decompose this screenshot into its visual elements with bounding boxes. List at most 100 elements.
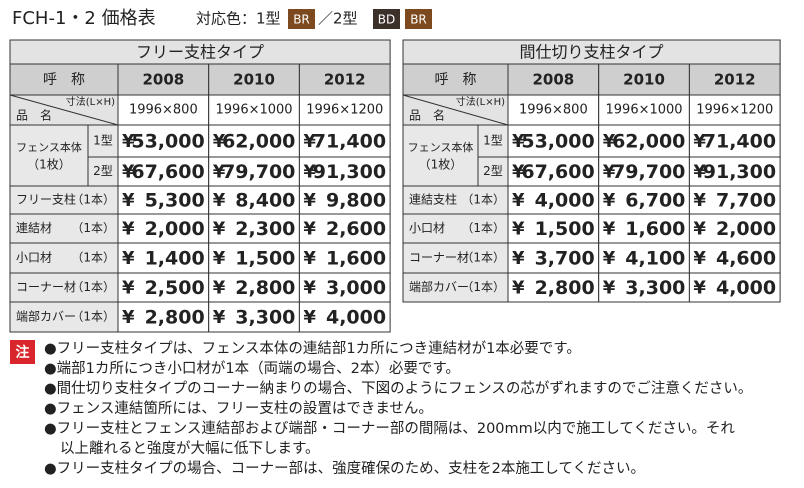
price: 1,500 xyxy=(235,248,295,270)
currency: ¥ xyxy=(122,219,135,240)
cell xyxy=(402,124,479,187)
currency: ¥ xyxy=(512,190,525,211)
qty: （1本） xyxy=(461,251,505,265)
note: ●間仕切り支柱タイプのコーナー納まりの場合、下図のようにフェンスの芯がずれますの… xyxy=(44,379,752,397)
price: 2,300 xyxy=(235,218,295,240)
item: 小口材 xyxy=(16,251,52,265)
name-label: 品 名 xyxy=(409,108,445,123)
currency: ¥ xyxy=(603,190,616,211)
price: 91,300 xyxy=(703,161,776,183)
price: 5,300 xyxy=(145,190,205,212)
price: 4,100 xyxy=(625,248,685,270)
body-label: フェンス本体 xyxy=(16,140,82,154)
item: 小口材 xyxy=(409,221,445,235)
price: 91,300 xyxy=(313,161,386,183)
price: 53,000 xyxy=(521,131,594,153)
cell xyxy=(117,301,210,333)
price: 9,800 xyxy=(326,190,386,212)
price: 79,700 xyxy=(612,161,685,183)
cell xyxy=(598,242,690,274)
currency: ¥ xyxy=(693,278,706,299)
qty: （1本） xyxy=(71,193,115,207)
item: コーナー材 xyxy=(16,280,76,294)
price: 2,800 xyxy=(235,277,295,299)
cell xyxy=(298,272,391,303)
currency: ¥ xyxy=(303,219,316,240)
cell xyxy=(402,272,509,303)
cell xyxy=(208,185,300,215)
currency: ¥ xyxy=(603,131,616,152)
type: 2型 xyxy=(483,164,503,178)
item: 連結支柱 xyxy=(409,192,457,207)
color-badge xyxy=(405,9,432,29)
cell xyxy=(507,94,600,126)
cell xyxy=(507,156,600,187)
type: 1型 xyxy=(483,134,503,148)
cell xyxy=(9,301,119,333)
currency: ¥ xyxy=(122,307,135,328)
title: FCH-1・2 価格表 xyxy=(12,8,156,29)
cell xyxy=(402,39,781,65)
price: 71,400 xyxy=(703,131,776,153)
cell xyxy=(9,185,119,215)
price: 3,300 xyxy=(235,307,295,329)
table-title: 間仕切り支柱タイプ xyxy=(520,43,664,62)
price: 2,000 xyxy=(145,218,205,240)
currency: ¥ xyxy=(122,162,135,183)
cell xyxy=(688,213,781,244)
cell xyxy=(298,213,391,244)
price: 4,000 xyxy=(716,277,776,299)
color-badge xyxy=(288,9,315,29)
price: 4,000 xyxy=(326,307,386,329)
cell xyxy=(402,242,509,274)
price: 3,000 xyxy=(326,277,386,299)
year: 2008 xyxy=(532,71,574,89)
color-badge-text: BR xyxy=(410,13,427,27)
price: 2,600 xyxy=(326,218,386,240)
item: 連結材 xyxy=(16,221,52,235)
currency: ¥ xyxy=(693,162,706,183)
price: 8,400 xyxy=(235,190,295,212)
qty: （1本） xyxy=(71,310,115,324)
cell xyxy=(598,94,690,126)
qty: （1本） xyxy=(71,221,115,235)
price: 2,000 xyxy=(716,218,776,240)
currency: ¥ xyxy=(303,307,316,328)
price: 67,600 xyxy=(521,161,594,183)
cell xyxy=(208,242,300,274)
currency: ¥ xyxy=(213,307,226,328)
note: ●フリー支柱タイプの場合、コーナー部は、強度確保のため、支柱を2本施工してくださ… xyxy=(44,460,645,477)
cell xyxy=(9,242,119,274)
cell xyxy=(688,156,781,187)
size: 1996×1000 xyxy=(216,103,293,118)
note: ●フェンス連結箇所には、フリー支柱の設置はできません。 xyxy=(44,400,433,417)
price: 62,000 xyxy=(222,131,295,153)
currency: ¥ xyxy=(603,162,616,183)
currency: ¥ xyxy=(693,248,706,269)
currency: ¥ xyxy=(303,190,316,211)
cell xyxy=(298,156,391,187)
price: 67,600 xyxy=(131,161,204,183)
note: ●フリー支柱タイプは、フェンス本体の連結部1カ所につき連結材が1本必要です。 xyxy=(44,340,581,357)
currency: ¥ xyxy=(603,278,616,299)
price: 3,700 xyxy=(535,248,595,270)
price: 1,500 xyxy=(535,218,595,240)
currency: ¥ xyxy=(303,162,316,183)
price: 2,800 xyxy=(535,277,595,299)
currency: ¥ xyxy=(303,278,316,299)
table-title: フリー支柱タイプ xyxy=(136,43,264,62)
cell xyxy=(208,301,300,333)
currency: ¥ xyxy=(303,131,316,152)
cell xyxy=(298,185,391,215)
currency: ¥ xyxy=(603,248,616,269)
currency: ¥ xyxy=(303,248,316,269)
currency: ¥ xyxy=(693,131,706,152)
currency: ¥ xyxy=(122,190,135,211)
price: 7,700 xyxy=(716,190,776,212)
currency: ¥ xyxy=(693,190,706,211)
currency: ¥ xyxy=(512,162,525,183)
cell xyxy=(298,63,391,96)
item: コーナー材 xyxy=(409,251,469,265)
currency: ¥ xyxy=(122,131,135,152)
